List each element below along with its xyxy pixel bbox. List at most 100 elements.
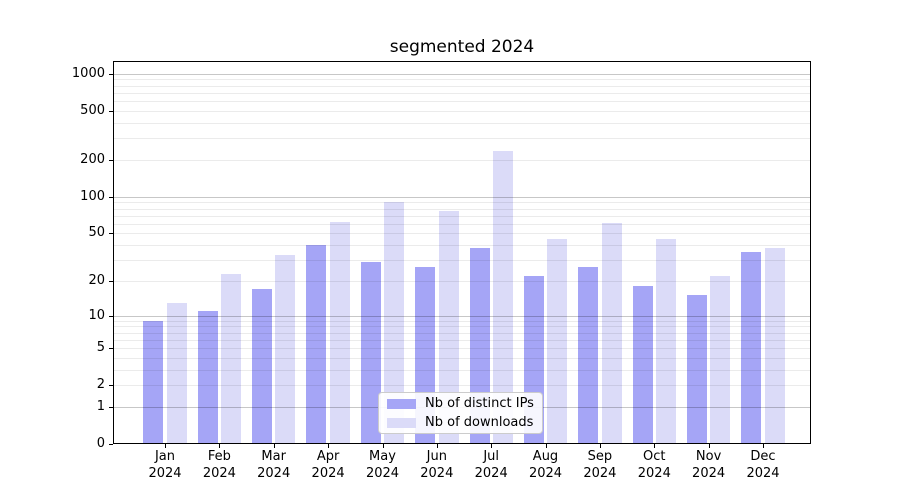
x-tick-mark <box>219 444 221 448</box>
bar-jan-distinct-ips <box>143 320 164 444</box>
y-tick-mark <box>109 73 113 75</box>
gridline-minor <box>114 122 810 124</box>
bar-feb-downloads <box>221 273 242 444</box>
y-tick-mark <box>109 196 113 198</box>
y-tick-label: 20 <box>88 272 105 288</box>
y-tick-label: 2 <box>96 377 105 393</box>
x-tick-label-line: Nov <box>695 449 722 464</box>
y-tick-label: 1000 <box>71 65 105 81</box>
x-tick-label: Jan 2024 <box>130 449 200 482</box>
gridline-minor <box>114 260 810 261</box>
x-tick-label: Apr 2024 <box>293 449 363 482</box>
x-tick-mark <box>382 444 384 448</box>
y-tick-mark <box>109 385 113 387</box>
x-tick-label-line: 2024 <box>202 465 236 481</box>
y-tick-mark <box>109 406 113 408</box>
y-tick-label: 0 <box>96 436 105 451</box>
gridline-minor <box>114 326 810 328</box>
y-tick-label: 1 <box>96 398 105 414</box>
legend-swatch-distinct-ips-icon <box>387 398 416 409</box>
bar-apr-downloads <box>329 222 350 444</box>
bar-feb-distinct-ips <box>197 310 218 444</box>
x-tick-mark <box>165 444 166 448</box>
x-tick-mark <box>545 444 547 448</box>
bar-mar-downloads <box>275 255 296 444</box>
x-tick-label-line: 2024 <box>746 465 780 481</box>
bar-may-distinct-ips <box>360 261 381 444</box>
legend-swatch-downloads-icon <box>387 417 416 428</box>
bar-mar-distinct-ips <box>252 289 272 444</box>
legend-label-downloads: Nb of downloads <box>425 415 534 430</box>
bar-aug-downloads <box>547 238 568 444</box>
x-tick-label-line: Aug <box>532 449 559 464</box>
y-tick-label: 5 <box>96 340 105 355</box>
gridline-major <box>114 315 810 317</box>
x-tick-label-line: 2024 <box>583 465 617 481</box>
gridline-minor <box>114 208 810 210</box>
x-tick-label-line: May <box>369 449 396 464</box>
gridline-minor <box>114 92 810 94</box>
bar-jan-downloads <box>166 302 187 444</box>
x-tick-mark <box>436 444 438 448</box>
bar-oct-downloads <box>656 238 676 444</box>
x-tick-label: Jun 2024 <box>402 449 472 482</box>
x-tick-label-line: Jun <box>426 449 447 464</box>
bar-jul-downloads <box>492 150 513 444</box>
x-tick-label: Oct 2024 <box>619 449 689 482</box>
y-tick-mark <box>109 280 113 282</box>
legend-entry-downloads: Nb of downloads <box>379 414 542 431</box>
x-tick-mark <box>273 444 275 448</box>
gridline-minor <box>114 138 810 140</box>
gridline-minor <box>114 320 810 322</box>
x-tick-label-line: Mar <box>261 449 286 464</box>
x-tick-label-line: 2024 <box>148 465 182 481</box>
x-tick-label: Dec 2024 <box>728 449 798 482</box>
x-tick-label-line: Apr <box>316 449 340 464</box>
y-tick-label: 50 <box>88 225 105 241</box>
y-tick-mark <box>109 444 113 445</box>
legend-label-distinct-ips: Nb of distinct IPs <box>425 396 534 411</box>
bar-oct-distinct-ips <box>632 286 653 444</box>
y-tick-mark <box>109 315 113 317</box>
x-tick-label: Nov 2024 <box>674 449 744 482</box>
x-tick-label-line: Oct <box>643 449 666 464</box>
x-tick-mark <box>328 444 330 448</box>
bar-may-downloads <box>384 202 405 444</box>
x-tick-label-line: Jul <box>483 449 500 464</box>
x-tick-mark <box>763 444 764 448</box>
x-tick-label-line: 2024 <box>257 465 291 481</box>
x-tick-mark <box>708 444 710 448</box>
y-tick-mark <box>109 159 113 161</box>
gridline-minor <box>114 369 810 371</box>
x-tick-label: Sep 2024 <box>565 449 635 482</box>
gridline-minor <box>114 223 810 225</box>
y-tick-label: 10 <box>88 307 105 323</box>
chart-title: segmented 2024 <box>389 37 535 57</box>
x-tick-label-line: 2024 <box>474 465 508 481</box>
gridline-minor <box>114 385 810 387</box>
x-tick-mark <box>599 444 601 448</box>
gridline-major <box>114 196 810 198</box>
bar-jun-downloads <box>438 210 459 444</box>
legend: Nb of distinct IPs Nb of downloads <box>378 392 543 434</box>
gridline-minor <box>114 110 810 112</box>
x-tick-label-line: Feb <box>207 449 231 464</box>
y-tick-label: 200 <box>80 151 105 167</box>
y-tick-mark <box>109 110 113 112</box>
gridline-minor <box>114 339 810 341</box>
x-tick-mark <box>654 444 656 448</box>
gridline-minor <box>114 159 810 161</box>
gridline-minor <box>114 202 810 204</box>
gridline-minor <box>114 79 810 81</box>
x-tick-label: Mar 2024 <box>239 449 309 482</box>
y-tick-mark <box>109 233 113 235</box>
bar-nov-distinct-ips <box>686 295 707 444</box>
gridline-minor <box>114 245 810 246</box>
gridline-minor <box>114 348 810 349</box>
y-tick-label: 500 <box>80 102 105 118</box>
x-tick-label-line: Jan <box>154 449 176 464</box>
x-tick-label: Aug 2024 <box>511 449 581 482</box>
gridline-major <box>114 73 810 75</box>
gridline-minor <box>114 101 810 103</box>
gridline-minor <box>114 233 810 235</box>
